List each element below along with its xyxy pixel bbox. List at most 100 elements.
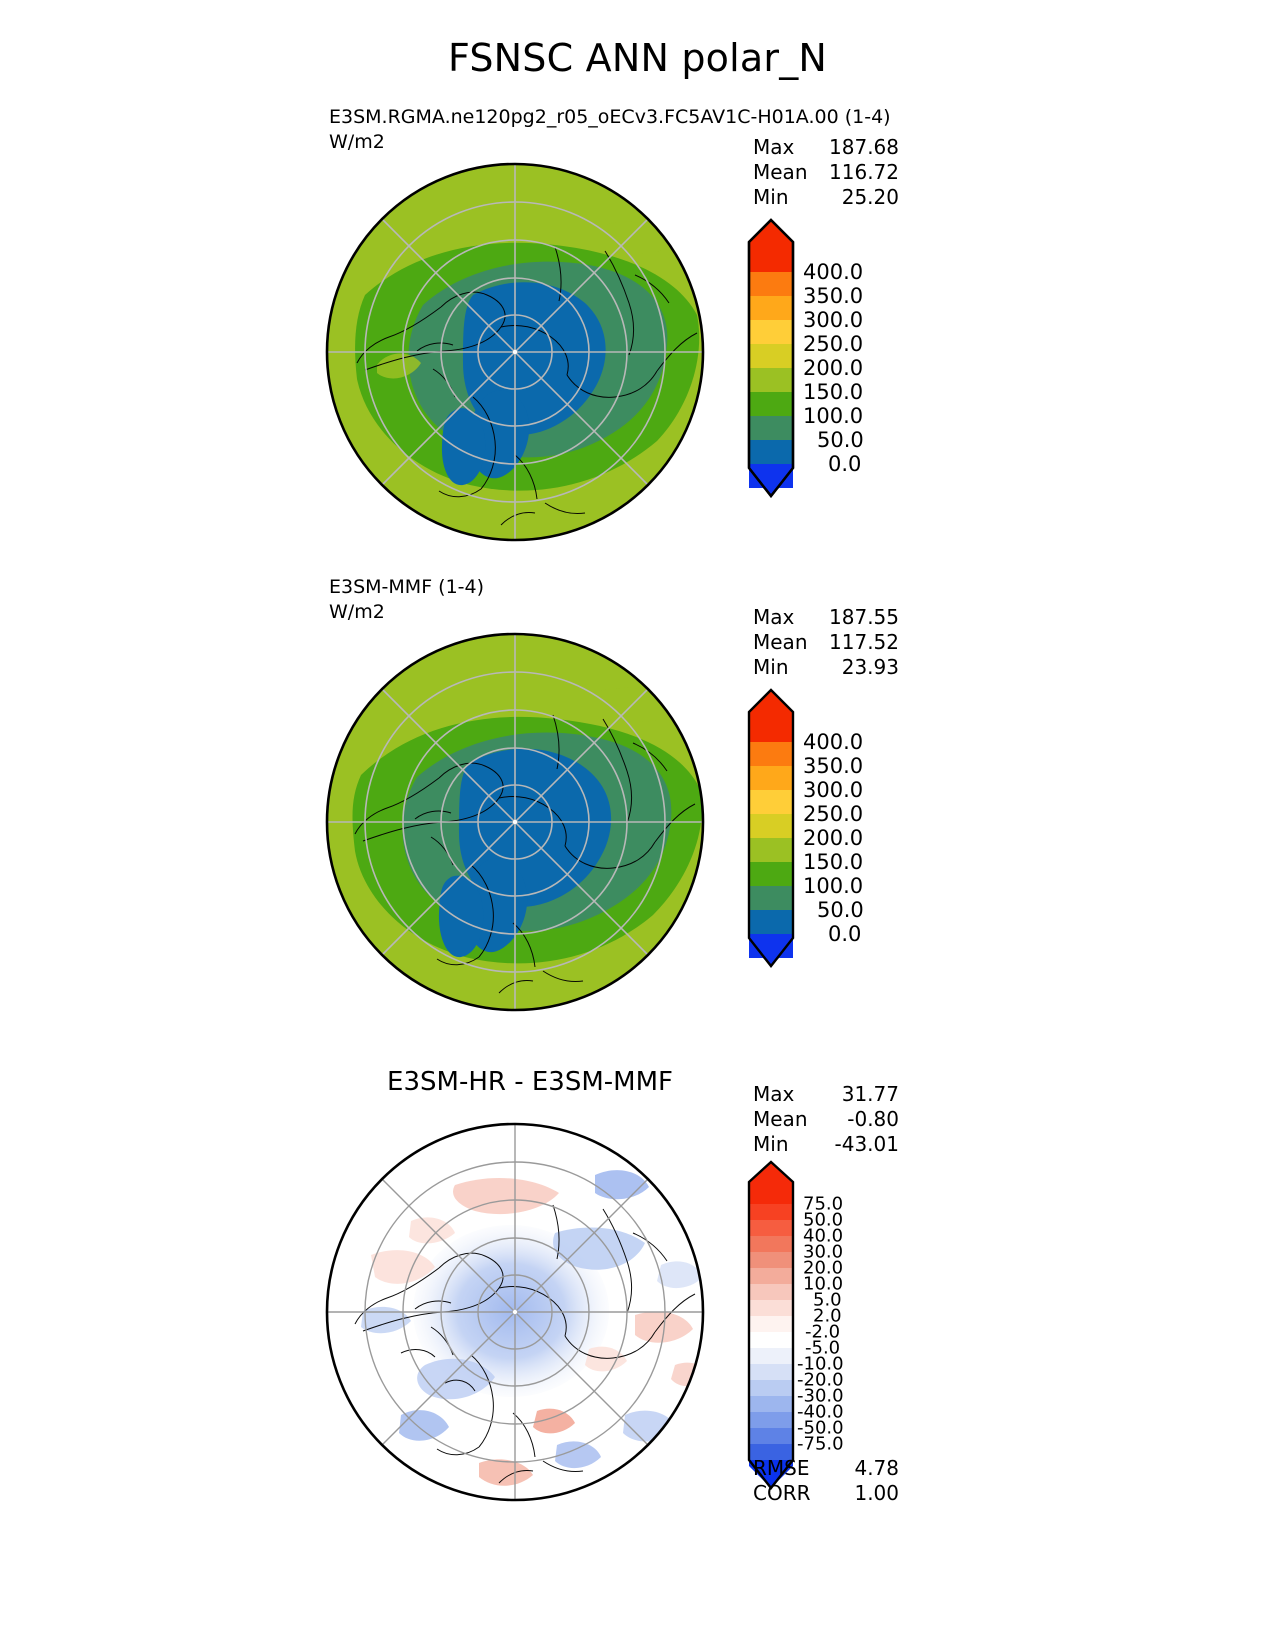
coastlines-top — [356, 246, 698, 526]
stat-value: 25.20 — [841, 185, 899, 209]
stat-label: Min — [753, 655, 789, 679]
cbar-tick: 50.0 — [817, 428, 864, 452]
map-boundary-middle — [325, 632, 705, 1012]
cbar-tick: 50.0 — [817, 898, 864, 922]
cbar-tick: -30.0 — [797, 1385, 844, 1407]
stat-label: RMSE — [753, 1456, 810, 1480]
cbar-tick: 0.0 — [828, 452, 862, 476]
cbar-tick: 400.0 — [803, 260, 864, 284]
cbar-tick: 300.0 — [803, 308, 864, 332]
colorbar-bands-top — [747, 218, 795, 498]
stat-row: CORR 1.00 — [753, 1481, 899, 1506]
stat-row: RMSE 4.78 — [753, 1456, 899, 1481]
stat-value: 187.68 — [829, 135, 899, 159]
cbar-tick: 400.0 — [803, 730, 864, 754]
stat-value: 117.52 — [829, 630, 899, 654]
page-title: FSNSC ANN polar_N — [447, 36, 828, 80]
cbar-tick: 2.0 — [813, 1305, 842, 1327]
panel-bottom-footer-stats: RMSE 4.78 CORR 1.00 — [753, 1456, 899, 1506]
panel-middle-stats: Max 187.55 Mean 117.52 Min 23.93 — [753, 605, 899, 680]
cbar-tick: 350.0 — [803, 284, 864, 308]
stat-row: Min -43.01 — [753, 1132, 899, 1157]
polar-map-top — [305, 155, 725, 550]
stat-value: 4.78 — [854, 1456, 899, 1480]
cbar-tick: -40.0 — [797, 1401, 844, 1423]
stat-label: Max — [753, 135, 795, 159]
stat-row: Max 187.55 — [753, 605, 899, 630]
cbar-tick: 350.0 — [803, 754, 864, 778]
panel-middle-header: E3SM-MMF (1-4) W/m2 — [329, 575, 484, 625]
stat-row: Mean -0.80 — [753, 1107, 899, 1132]
stat-value: 31.77 — [841, 1082, 899, 1106]
cbar-tick: -50.0 — [797, 1417, 844, 1439]
colorbar-bottom: 75.0 50.0 40.0 30.0 20.0 10.0 5.0 2.0 -2… — [745, 1160, 844, 1490]
cbar-tick: 20.0 — [803, 1257, 844, 1279]
stat-label: Mean — [753, 1107, 808, 1131]
map-boundary-bottom — [325, 1122, 705, 1502]
stat-row: Max 187.68 — [753, 135, 899, 160]
stat-label: Max — [753, 1082, 795, 1106]
panel-bottom: E3SM-HR - E3SM-MMF Max 31.77 Mean -0.80 Mi… — [0, 1040, 1275, 1650]
polar-map-middle — [305, 625, 725, 1020]
map-boundary-top — [325, 162, 705, 542]
panel-top-header-label: E3SM.RGMA.ne120pg2_r05_oECv3.FC5AV1C-H01… — [329, 106, 891, 128]
panel-top: E3SM.RGMA.ne120pg2_r05_oECv3.FC5AV1C-H01… — [0, 0, 1275, 560]
cbar-tick: -5.0 — [805, 1337, 841, 1359]
coastlines-middle — [354, 714, 696, 994]
cbar-tick: 300.0 — [803, 778, 864, 802]
stat-value: -43.01 — [834, 1132, 899, 1156]
cbar-tick: 150.0 — [803, 380, 864, 404]
stat-row: Max 31.77 — [753, 1082, 899, 1107]
panel-bottom-stats: Max 31.77 Mean -0.80 Min -43.01 — [753, 1082, 899, 1157]
panel-middle: E3SM-MMF (1-4) W/m2 Max 187.55 Mean 117.52… — [0, 470, 1275, 1030]
stat-value: 116.72 — [829, 160, 899, 184]
cbar-tick: 40.0 — [803, 1225, 844, 1247]
stat-value: 187.55 — [829, 605, 899, 629]
cbar-tick: 50.0 — [803, 1209, 844, 1231]
pole-marker — [512, 819, 518, 825]
panel-bottom-title: E3SM-HR - E3SM-MMF — [387, 1067, 673, 1097]
stat-value: 1.00 — [854, 1481, 899, 1505]
stat-row: Mean 117.52 — [753, 630, 899, 655]
panel-top-stats: Max 187.68 Mean 116.72 Min 25.20 — [753, 135, 899, 210]
cbar-tick: 150.0 — [803, 850, 864, 874]
panel-top-header: E3SM.RGMA.ne120pg2_r05_oECv3.FC5AV1C-H01… — [329, 105, 891, 155]
cbar-tick: 30.0 — [803, 1241, 844, 1263]
cbar-tick: 200.0 — [803, 826, 864, 850]
cbar-tick: -2.0 — [805, 1321, 841, 1343]
panel-middle-units: W/m2 — [329, 601, 385, 623]
cbar-tick: 10.0 — [803, 1273, 844, 1295]
stat-row: Min 23.93 — [753, 655, 899, 680]
colorbar-top: 400.0 350.0 300.0 250.0 200.0 150.0 100.… — [745, 218, 864, 498]
panel-middle-header-label: E3SM-MMF (1-4) — [329, 576, 485, 598]
stat-row: Min 25.20 — [753, 185, 899, 210]
cbar-tick: -75.0 — [797, 1433, 844, 1455]
cbar-tick: 100.0 — [803, 404, 864, 428]
stat-row: Mean 116.72 — [753, 160, 899, 185]
cbar-tick: 5.0 — [813, 1289, 842, 1311]
cbar-tick: 250.0 — [803, 802, 864, 826]
stat-label: Mean — [753, 630, 808, 654]
coastlines-bottom — [354, 1204, 696, 1484]
stat-value: -0.80 — [847, 1107, 899, 1131]
stat-value: 23.93 — [841, 655, 899, 679]
cbar-tick: 100.0 — [803, 874, 864, 898]
colorbar-middle: 400.0 350.0 300.0 250.0 200.0 150.0 100.… — [745, 688, 864, 968]
stat-label: Min — [753, 1132, 789, 1156]
cbar-tick: -10.0 — [797, 1353, 844, 1375]
stat-label: Max — [753, 605, 795, 629]
pole-marker — [512, 1309, 518, 1315]
panel-top-units: W/m2 — [329, 131, 385, 153]
pole-marker — [512, 349, 518, 355]
polar-map-bottom — [305, 1115, 725, 1510]
stat-label: CORR — [753, 1481, 811, 1505]
stat-label: Mean — [753, 160, 808, 184]
cbar-tick: -20.0 — [797, 1369, 844, 1391]
cbar-tick: 0.0 — [828, 922, 862, 946]
cbar-tick: 75.0 — [803, 1193, 844, 1215]
cbar-tick: 250.0 — [803, 332, 864, 356]
cbar-tick: 200.0 — [803, 356, 864, 380]
colorbar-bands-bottom — [747, 1160, 795, 1490]
colorbar-bands-middle — [747, 688, 795, 968]
